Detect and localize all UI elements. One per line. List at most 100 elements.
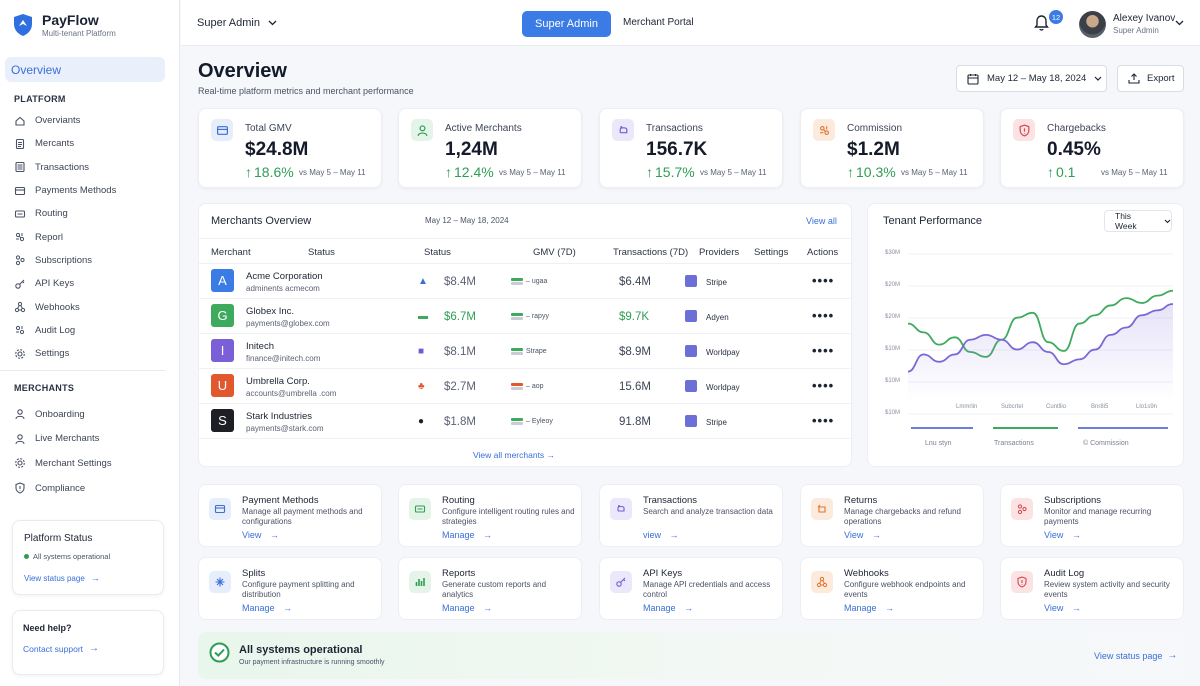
action-card-api-keys[interactable]: API Keys Manage API credentials and acce… — [599, 557, 783, 620]
merchant-logo: U — [211, 374, 234, 397]
more-actions-icon[interactable]: •••• — [812, 378, 835, 393]
col-gmv[interactable]: GMV (7D) — [533, 247, 576, 258]
merchant-name[interactable]: Globex Inc. — [246, 306, 295, 317]
col-providers[interactable]: Providers — [699, 247, 740, 258]
action-title: Reports — [442, 568, 476, 579]
sidebar-item-live-merchants[interactable]: Live Merchants — [14, 427, 164, 452]
sidebar-item-settings[interactable]: Settings — [14, 342, 164, 365]
col-actions[interactable]: Actions — [807, 247, 839, 258]
kpi-change: ↑ 10.3% — [847, 164, 896, 180]
series-line-transactions[interactable] — [907, 289, 1174, 358]
sidebar-item-subscriptions[interactable]: Subscriptions — [14, 249, 164, 272]
table-row[interactable]: U Umbrella Corp. accounts@umbrella .com … — [199, 369, 853, 404]
action-link[interactable]: View → — [1044, 530, 1081, 540]
merchants-overview-title: Merchants Overview — [211, 215, 312, 227]
action-link[interactable]: Manage → — [442, 530, 492, 540]
table-row[interactable]: I Initech finance@initech.com ■ $8.1M St… — [199, 334, 853, 369]
view-status-page-link[interactable]: View status page → — [24, 573, 100, 583]
role-dropdown[interactable]: Super Admin — [197, 17, 277, 29]
more-actions-icon[interactable]: •••• — [812, 343, 835, 358]
sidebar: PayFlow Multi-tenant Platform Overview P… — [0, 0, 180, 686]
action-card-payment-methods[interactable]: Payment Methods Manage all payment metho… — [198, 484, 382, 547]
tenant-performance-card: Tenant Performance This Week $30M $20M $20… — [867, 203, 1184, 467]
sidebar-item-audit-log[interactable]: Audit Log — [14, 319, 164, 342]
kpi-card-active-merchants[interactable]: Active Merchants 1,24M ↑ 12.4% vs May 5 –… — [398, 108, 582, 188]
table-row[interactable]: A Acme Corporation adminents acmecom ▲ $… — [199, 264, 853, 299]
status-banner-subtitle: Our payment infrastructure is running sm… — [239, 659, 385, 666]
arrow-right-icon: → — [871, 530, 881, 540]
action-card-reports[interactable]: Reports Generate custom reports and anal… — [398, 557, 582, 620]
col-merchant[interactable]: Merchant — [211, 247, 251, 258]
kpi-compare: vs May 5 – May 11 — [700, 168, 767, 177]
kpi-change-value: 15.7% — [655, 164, 695, 180]
user-menu[interactable]: Alexey Ivanov Super Admin — [1113, 13, 1175, 35]
table-row[interactable]: G Globex Inc. payments@globex.com ▬ $6.7… — [199, 299, 853, 334]
tab-merchant-portal[interactable]: Merchant Portal — [623, 17, 694, 28]
action-card-returns[interactable]: Returns Manage chargebacks and refund op… — [800, 484, 984, 547]
table-row[interactable]: S Stark Industries payments@stark.com ● … — [199, 404, 853, 439]
chevron-down-icon[interactable] — [1175, 20, 1184, 26]
view-all-link[interactable]: View all — [806, 216, 837, 226]
list-icon — [14, 161, 26, 173]
col-status[interactable]: Status — [308, 247, 335, 258]
action-card-routing[interactable]: Routing Configure intelligent routing ru… — [398, 484, 582, 547]
action-link[interactable]: view → — [643, 530, 679, 540]
col-transactions[interactable]: Transactions (7D) — [613, 247, 689, 258]
action-description: Configure webhook endpoints and events — [844, 580, 966, 599]
kpi-value: 0.45% — [1047, 139, 1101, 160]
sidebar-item-compliance[interactable]: Compliance — [14, 476, 164, 501]
merchant-name[interactable]: Acme Corporation — [246, 271, 323, 282]
action-card-subscriptions[interactable]: Subscriptions Monitor and manage recurri… — [1000, 484, 1184, 547]
period-dropdown[interactable]: This Week — [1104, 210, 1172, 232]
action-card-splits[interactable]: Splits Configure payment splitting and d… — [198, 557, 382, 620]
sidebar-item-transactions[interactable]: Transactions — [14, 156, 164, 179]
action-link[interactable]: View → — [844, 530, 881, 540]
action-link[interactable]: Manage → — [242, 603, 292, 613]
col-status-2[interactable]: Status — [424, 247, 451, 258]
kpi-card-transactions[interactable]: Transactions 156.7K ↑ 15.7% vs May 5 – Ma… — [599, 108, 783, 188]
sidebar-item-overview[interactable]: Overview — [5, 57, 165, 82]
brand[interactable]: PayFlow Multi-tenant Platform — [12, 12, 116, 38]
action-link[interactable]: Manage → — [844, 603, 894, 613]
merchant-name[interactable]: Initech — [246, 341, 274, 352]
action-link[interactable]: Manage → — [442, 603, 492, 613]
merchant-name[interactable]: Umbrella Corp. — [246, 376, 310, 387]
kpi-card-commission[interactable]: Commission $1.2M ↑ 10.3% vs May 5 – May 1… — [800, 108, 984, 188]
sidebar-item-reporl[interactable]: Reporl — [14, 225, 164, 248]
card-icon — [209, 498, 231, 520]
col-settings[interactable]: Settings — [754, 247, 789, 258]
more-actions-icon[interactable]: •••• — [812, 308, 835, 323]
action-card-audit-log[interactable]: Audit Log Review system activity and sec… — [1000, 557, 1184, 620]
tab-super-admin[interactable]: Super Admin — [522, 11, 611, 37]
action-link[interactable]: View → — [242, 530, 279, 540]
sidebar-item-overviants[interactable]: Overviants — [14, 109, 164, 132]
contact-support-link[interactable]: Contact support → — [23, 643, 99, 654]
more-actions-icon[interactable]: •••• — [812, 413, 835, 428]
chevron-down-icon — [1094, 76, 1102, 81]
action-link-label: Manage — [844, 603, 877, 613]
view-status-page-button[interactable]: View status page → — [1094, 650, 1177, 661]
sidebar-item-routing[interactable]: Routing — [14, 202, 164, 225]
sidebar-item-mercants[interactable]: Mercants — [14, 132, 164, 155]
subscriptions-icon — [1011, 498, 1033, 520]
action-link[interactable]: View → — [1044, 603, 1081, 613]
date-range-picker[interactable]: May 12 – May 18, 2024 — [956, 65, 1107, 92]
action-card-transactions[interactable]: Transactions Search and analyze transact… — [599, 484, 783, 547]
merchant-name[interactable]: Stark Industries — [246, 411, 312, 422]
kpi-label: Transactions — [646, 123, 703, 134]
bell-icon[interactable] — [1033, 14, 1050, 32]
action-link[interactable]: Manage → — [643, 603, 693, 613]
sidebar-item-merchant-settings[interactable]: Merchant Settings — [14, 451, 164, 476]
series-line-commission[interactable] — [907, 303, 1174, 373]
sidebar-item-api-keys[interactable]: API Keys — [14, 272, 164, 295]
view-all-merchants-link[interactable]: View all merchants → — [473, 450, 556, 460]
kpi-card-total-gmv[interactable]: Total GMV $24.8M ↑ 18.6% vs May 5 – May 1… — [198, 108, 382, 188]
export-button[interactable]: Export — [1117, 65, 1184, 92]
action-card-webhooks[interactable]: Webhooks Configure webhook endpoints and… — [800, 557, 984, 620]
sidebar-item-onboarding[interactable]: Onboarding — [14, 402, 164, 427]
avatar[interactable] — [1079, 11, 1106, 38]
sidebar-item-payments-methods[interactable]: Payments Methods — [14, 179, 164, 202]
more-actions-icon[interactable]: •••• — [812, 273, 835, 288]
sidebar-item-webhooks[interactable]: Webhooks — [14, 295, 164, 318]
kpi-card-chargebacks[interactable]: Chargebacks 0.45% ↑ 0.1 vs May 5 – May 11 — [1000, 108, 1184, 188]
